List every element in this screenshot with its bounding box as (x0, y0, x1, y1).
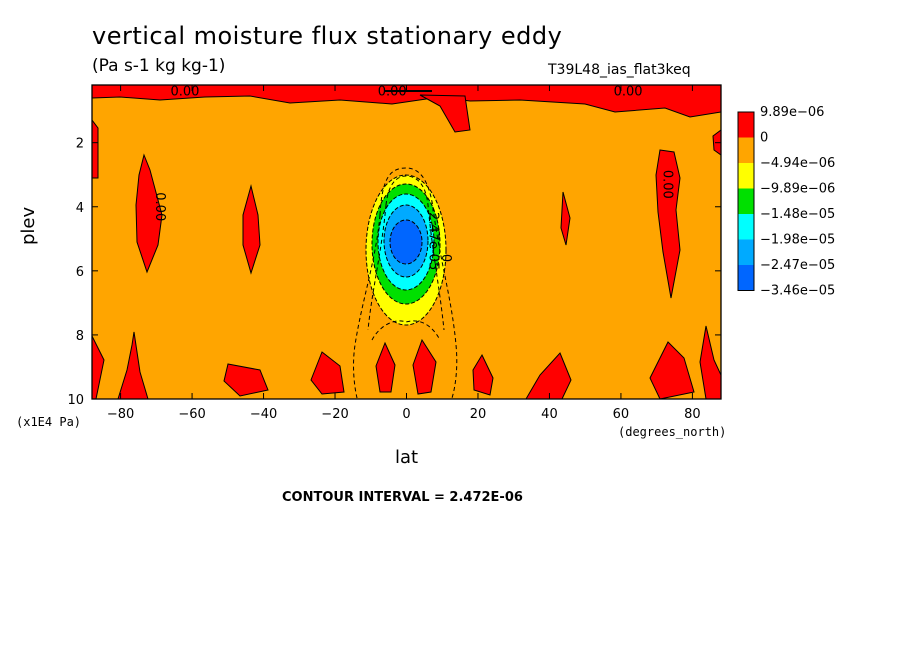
dashed-contour-outer (379, 167, 458, 399)
x-axis: −80 −60 −40 −20 0 20 40 60 80 (107, 85, 701, 422)
colorbar-swatch (738, 163, 754, 189)
y-scale-note: (x1E4 Pa) (16, 415, 82, 429)
dashed-contour-lower-arc (371, 320, 441, 341)
positive-region-bottom-left (92, 335, 105, 399)
dashed-contour-outer-left (353, 214, 381, 399)
positive-region-left-edge (92, 119, 99, 179)
x-tick-label: 80 (684, 407, 701, 422)
x-tick-label: −80 (107, 407, 134, 422)
positive-region-lat-minus-76 (135, 153, 163, 274)
y-tick-label: 6 (76, 265, 84, 280)
positive-region-lat-45 (560, 191, 571, 246)
colorbar-label: −2.47e−05 (760, 258, 835, 273)
colorbar-frame (737, 111, 755, 291)
colorbar-label: −1.48e−05 (760, 207, 835, 222)
colorbar-swatch (738, 265, 754, 291)
x-tick-label: 40 (541, 407, 558, 422)
positive-region-bottom-lat-minus-75 (117, 331, 149, 399)
contour-label: 0.00 (152, 192, 167, 221)
positive-region-lat-minus-45 (242, 184, 261, 275)
x-tick-label: 20 (470, 407, 487, 422)
colorbar-label: −3.46e−05 (760, 284, 835, 299)
positive-region-bottom-lat-75 (649, 341, 695, 399)
x-units: (degrees_north) (618, 425, 727, 439)
colorbar-label: 9.89e−06 (760, 105, 824, 120)
contour-label: 0.00 (614, 84, 643, 99)
contour-labels: 0.00 0.00 0.00 0.00 0.00 -2.47e-050 (152, 84, 674, 270)
positive-region-bottom-lat-minus-25 (310, 351, 345, 395)
positive-region-top-right-patch (419, 94, 471, 133)
positive-region-bottom-right (699, 325, 721, 399)
y-axis: 2 4 6 8 10 (67, 137, 721, 408)
positive-region-lat-72 (655, 149, 681, 299)
positive-region-bottom-lat-45 (525, 352, 572, 399)
dashed-contours (353, 167, 458, 399)
colorbar-swatch (738, 188, 754, 214)
x-tick-label: 0 (402, 407, 410, 422)
colorbar-label: −4.94e−06 (760, 156, 835, 171)
dashed-contour-mid (385, 175, 445, 331)
colorbar-label: −1.98e−05 (760, 233, 835, 248)
contour-label: -2.47e-05 (425, 207, 440, 270)
colorbar-swatch (738, 239, 754, 265)
y-tick-label: 10 (67, 393, 84, 408)
x-tick-label: −40 (250, 407, 277, 422)
y-tick-label: 8 (76, 329, 84, 344)
x-axis-label: lat (395, 447, 419, 468)
contour-interval-note: CONTOUR INTERVAL = 2.472E-06 (282, 490, 523, 505)
x-tick-label: 60 (613, 407, 630, 422)
positive-region-bottom-lat-minus-5 (375, 341, 396, 393)
positive-region-bottom-lat-minus-50 (223, 363, 269, 397)
chart-title: vertical moisture flux stationary eddy (92, 22, 563, 50)
x-tick-label: −20 (321, 407, 348, 422)
contour-label: 0 (438, 254, 453, 262)
contour-label: 0.00 (659, 170, 674, 199)
negative-core (365, 174, 447, 326)
run-label: T39L48_ias_flat3keq (548, 62, 691, 78)
contour-label: 0.00 (170, 84, 199, 99)
colorbar-label: 0 (760, 131, 768, 146)
colorbar: 9.89e−06 0 −4.94e−06 −9.89e−06 −1.48e−05 −1.9… (737, 105, 835, 299)
x-tick-label: −60 (178, 407, 205, 422)
y-tick-label: 4 (76, 201, 84, 216)
contour-level-minus-2.47e-05 (389, 219, 423, 265)
positive-region-bottom-lat-5 (412, 338, 437, 395)
chart-units: (Pa s-1 kg kg-1) (92, 56, 226, 76)
colorbar-swatch (738, 137, 754, 163)
colorbar-label: −9.89e−06 (760, 182, 835, 197)
y-tick-label: 2 (76, 137, 84, 152)
contour-label: 0.00 (378, 84, 407, 99)
colorbar-swatch (738, 112, 754, 138)
plot-area (92, 85, 721, 399)
colorbar-swatch (738, 214, 754, 240)
dashed-contour-mid-left (367, 204, 387, 331)
positive-region-bottom-lat-25 (472, 353, 494, 396)
